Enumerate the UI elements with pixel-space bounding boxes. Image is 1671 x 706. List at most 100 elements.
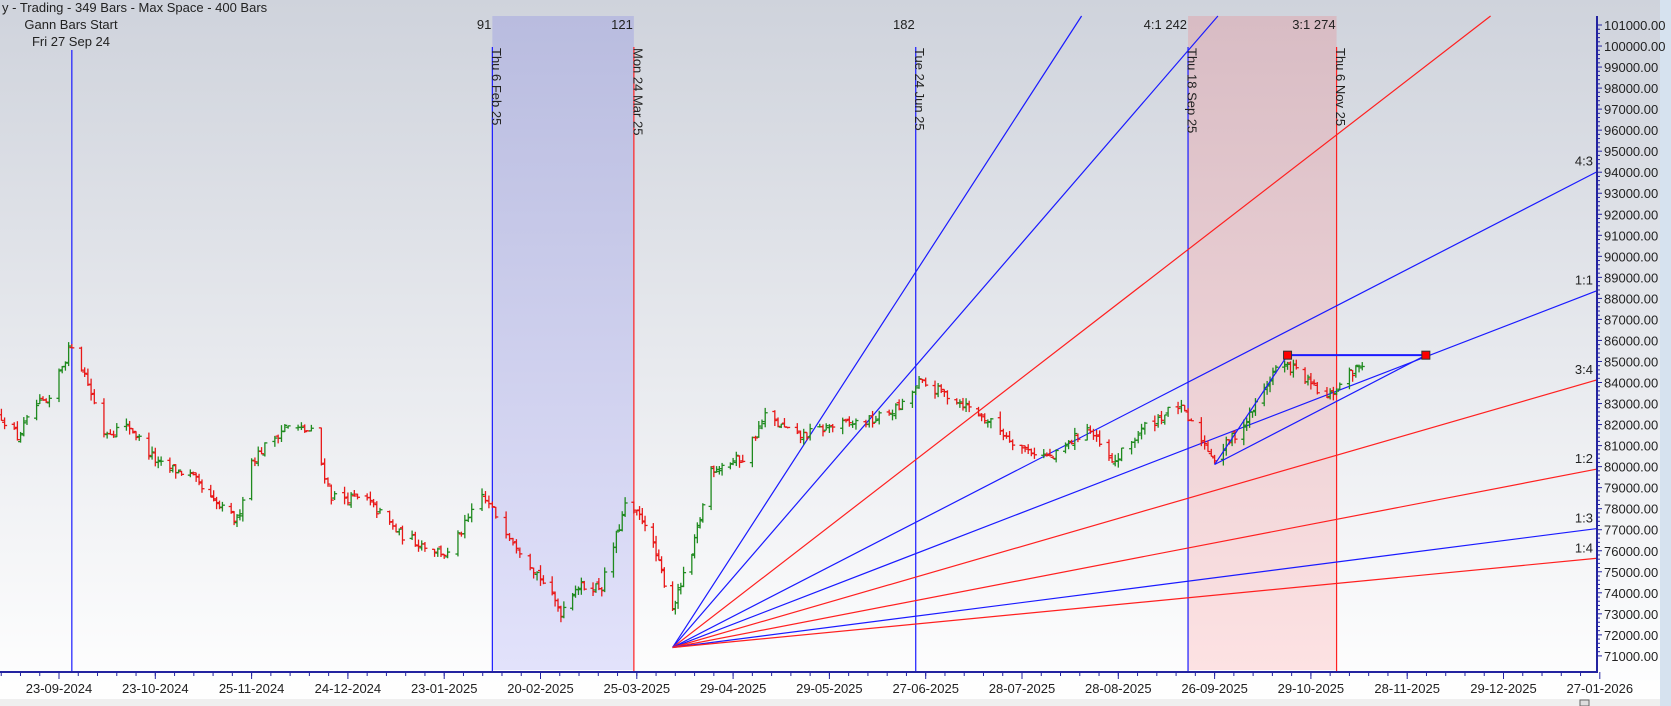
price-bar (1327, 388, 1333, 400)
price-bar (570, 592, 576, 611)
price-bar (240, 496, 246, 522)
price-bar (252, 457, 258, 467)
price-bar (56, 368, 62, 403)
price-bar (1158, 410, 1164, 425)
price-axis-label: 95000.00 (1604, 144, 1658, 159)
price-axis-label: 85000.00 (1604, 354, 1658, 369)
price-bar (555, 598, 561, 612)
gann-bar-count: 91 (477, 17, 491, 32)
price-bar (377, 507, 383, 514)
price-bar (136, 434, 142, 441)
price-bar (753, 435, 759, 441)
date-axis-label: 23-01-2025 (411, 681, 478, 696)
price-bar (976, 406, 982, 417)
price-bar (988, 417, 994, 429)
price-bar (1250, 411, 1256, 418)
price-axis-label: 87000.00 (1604, 312, 1658, 327)
price-bar (179, 470, 185, 476)
gann-bars-start-date: Fri 27 Sep 24 (32, 34, 110, 49)
price-bar (1031, 447, 1037, 459)
price-axis-label: 86000.00 (1604, 333, 1658, 348)
price-bar (899, 398, 905, 411)
price-bar (733, 451, 739, 467)
gann-bar-date-label: Thu 6 Nov 25 (1333, 48, 1348, 126)
triangle-handle[interactable] (1421, 350, 1431, 360)
price-bar (219, 501, 225, 512)
price-bar (1290, 359, 1296, 378)
price-bar (1115, 453, 1121, 468)
price-bar (355, 493, 361, 500)
price-bar (1094, 429, 1100, 442)
date-axis-label: 25-03-2025 (604, 681, 671, 696)
price-bar (78, 346, 84, 372)
price-bar (740, 454, 746, 463)
price-bar (34, 399, 40, 421)
price-bar (979, 413, 985, 422)
date-axis-label: 24-12-2024 (315, 681, 382, 696)
gann-fan-label: 1:3 (1575, 511, 1593, 526)
price-axis-label: 96000.00 (1604, 123, 1658, 138)
price-bar (1084, 423, 1090, 441)
price-axis-label: 91000.00 (1604, 228, 1658, 243)
price-bar (823, 423, 829, 431)
price-bar (886, 409, 892, 416)
price-bar (69, 344, 75, 349)
price-bar (416, 539, 422, 552)
price-bar (1330, 386, 1336, 401)
price-bar (1324, 387, 1330, 399)
price-bar (1359, 362, 1365, 371)
price-bar (639, 507, 645, 525)
price-bar (581, 580, 587, 591)
price-bar (298, 422, 304, 431)
gann-fan-line-1-1 (672, 290, 1598, 649)
price-bar (593, 583, 599, 593)
price-bar (675, 583, 681, 609)
price-bar (719, 462, 725, 476)
price-bar (531, 567, 537, 579)
price-bar (455, 530, 461, 557)
price-bar (1047, 448, 1053, 457)
price-axis-label: 100000.00 (1604, 39, 1665, 54)
price-bar (1198, 417, 1204, 447)
price-bar (893, 403, 899, 420)
price-bar (228, 502, 234, 514)
price-bar (966, 400, 972, 413)
price-axis-label: 97000.00 (1604, 102, 1658, 117)
price-bar (1050, 455, 1056, 460)
price-bar (176, 469, 182, 474)
price-bar (642, 515, 648, 532)
price-axis-label: 76000.00 (1604, 544, 1658, 559)
price-axis-label: 77000.00 (1604, 523, 1658, 538)
price-bar (37, 394, 43, 405)
price-bar (469, 503, 475, 523)
price-bar (804, 431, 810, 441)
price-bar (1072, 427, 1078, 450)
horizontal-scrollbar[interactable] (0, 699, 1660, 706)
price-bar (318, 427, 324, 466)
price-bar (167, 457, 173, 473)
price-bar (913, 385, 919, 396)
price-bar (778, 423, 784, 429)
date-axis-label: 28-11-2025 (1374, 681, 1440, 696)
price-axis-label: 78000.00 (1604, 502, 1658, 517)
triangle-base (1214, 354, 1427, 466)
price-bar (870, 410, 876, 428)
price-bar (963, 398, 969, 412)
price-axis-label: 88000.00 (1604, 291, 1658, 306)
price-bar (1202, 435, 1208, 450)
price-bar (1308, 373, 1314, 390)
price-bar (1356, 364, 1362, 373)
price-bar (282, 424, 288, 433)
triangle-handle[interactable] (1283, 350, 1293, 360)
price-bar (199, 479, 205, 493)
price-bar (1062, 442, 1068, 454)
gann-fan-label: 4:3 (1575, 154, 1593, 169)
price-bar (396, 528, 402, 536)
gann-fan-label: 1:1 (1575, 273, 1593, 288)
price-bar (775, 417, 781, 428)
scroll-handle[interactable] (1579, 699, 1590, 706)
price-bar (737, 455, 743, 468)
price-bar (697, 517, 703, 529)
price-bar (1075, 433, 1081, 443)
